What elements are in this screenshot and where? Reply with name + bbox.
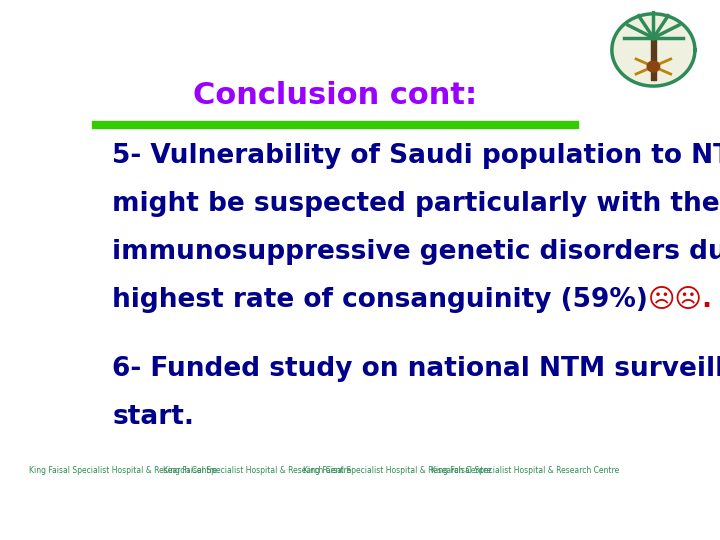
Text: highest rate of consanguinity (59%): highest rate of consanguinity (59%): [112, 287, 648, 313]
Circle shape: [613, 15, 693, 85]
Text: ☹☹.: ☹☹.: [648, 287, 714, 313]
Text: start.: start.: [112, 404, 194, 430]
Text: King Faisal Specialist Hospital & Research Centre: King Faisal Specialist Hospital & Resear…: [30, 465, 217, 475]
Text: 6- Funded study on national NTM surveillance about to: 6- Funded study on national NTM surveill…: [112, 356, 720, 382]
Text: Conclusion cont:: Conclusion cont:: [194, 82, 477, 111]
Text: immunosuppressive genetic disorders due to the: immunosuppressive genetic disorders due …: [112, 239, 720, 265]
Text: might be suspected particularly with the: might be suspected particularly with the: [112, 191, 720, 217]
Text: 5- Vulnerability of Saudi population to NTM diseases: 5- Vulnerability of Saudi population to …: [112, 143, 720, 169]
Text: King Faisal Specialist Hospital & Research Centre: King Faisal Specialist Hospital & Resear…: [303, 465, 491, 475]
Text: King Faisal Specialist Hospital & Research Centre: King Faisal Specialist Hospital & Resear…: [163, 465, 351, 475]
Circle shape: [647, 61, 660, 72]
Text: King Faisal Specialist Hospital & Research Centre: King Faisal Specialist Hospital & Resear…: [431, 465, 619, 475]
